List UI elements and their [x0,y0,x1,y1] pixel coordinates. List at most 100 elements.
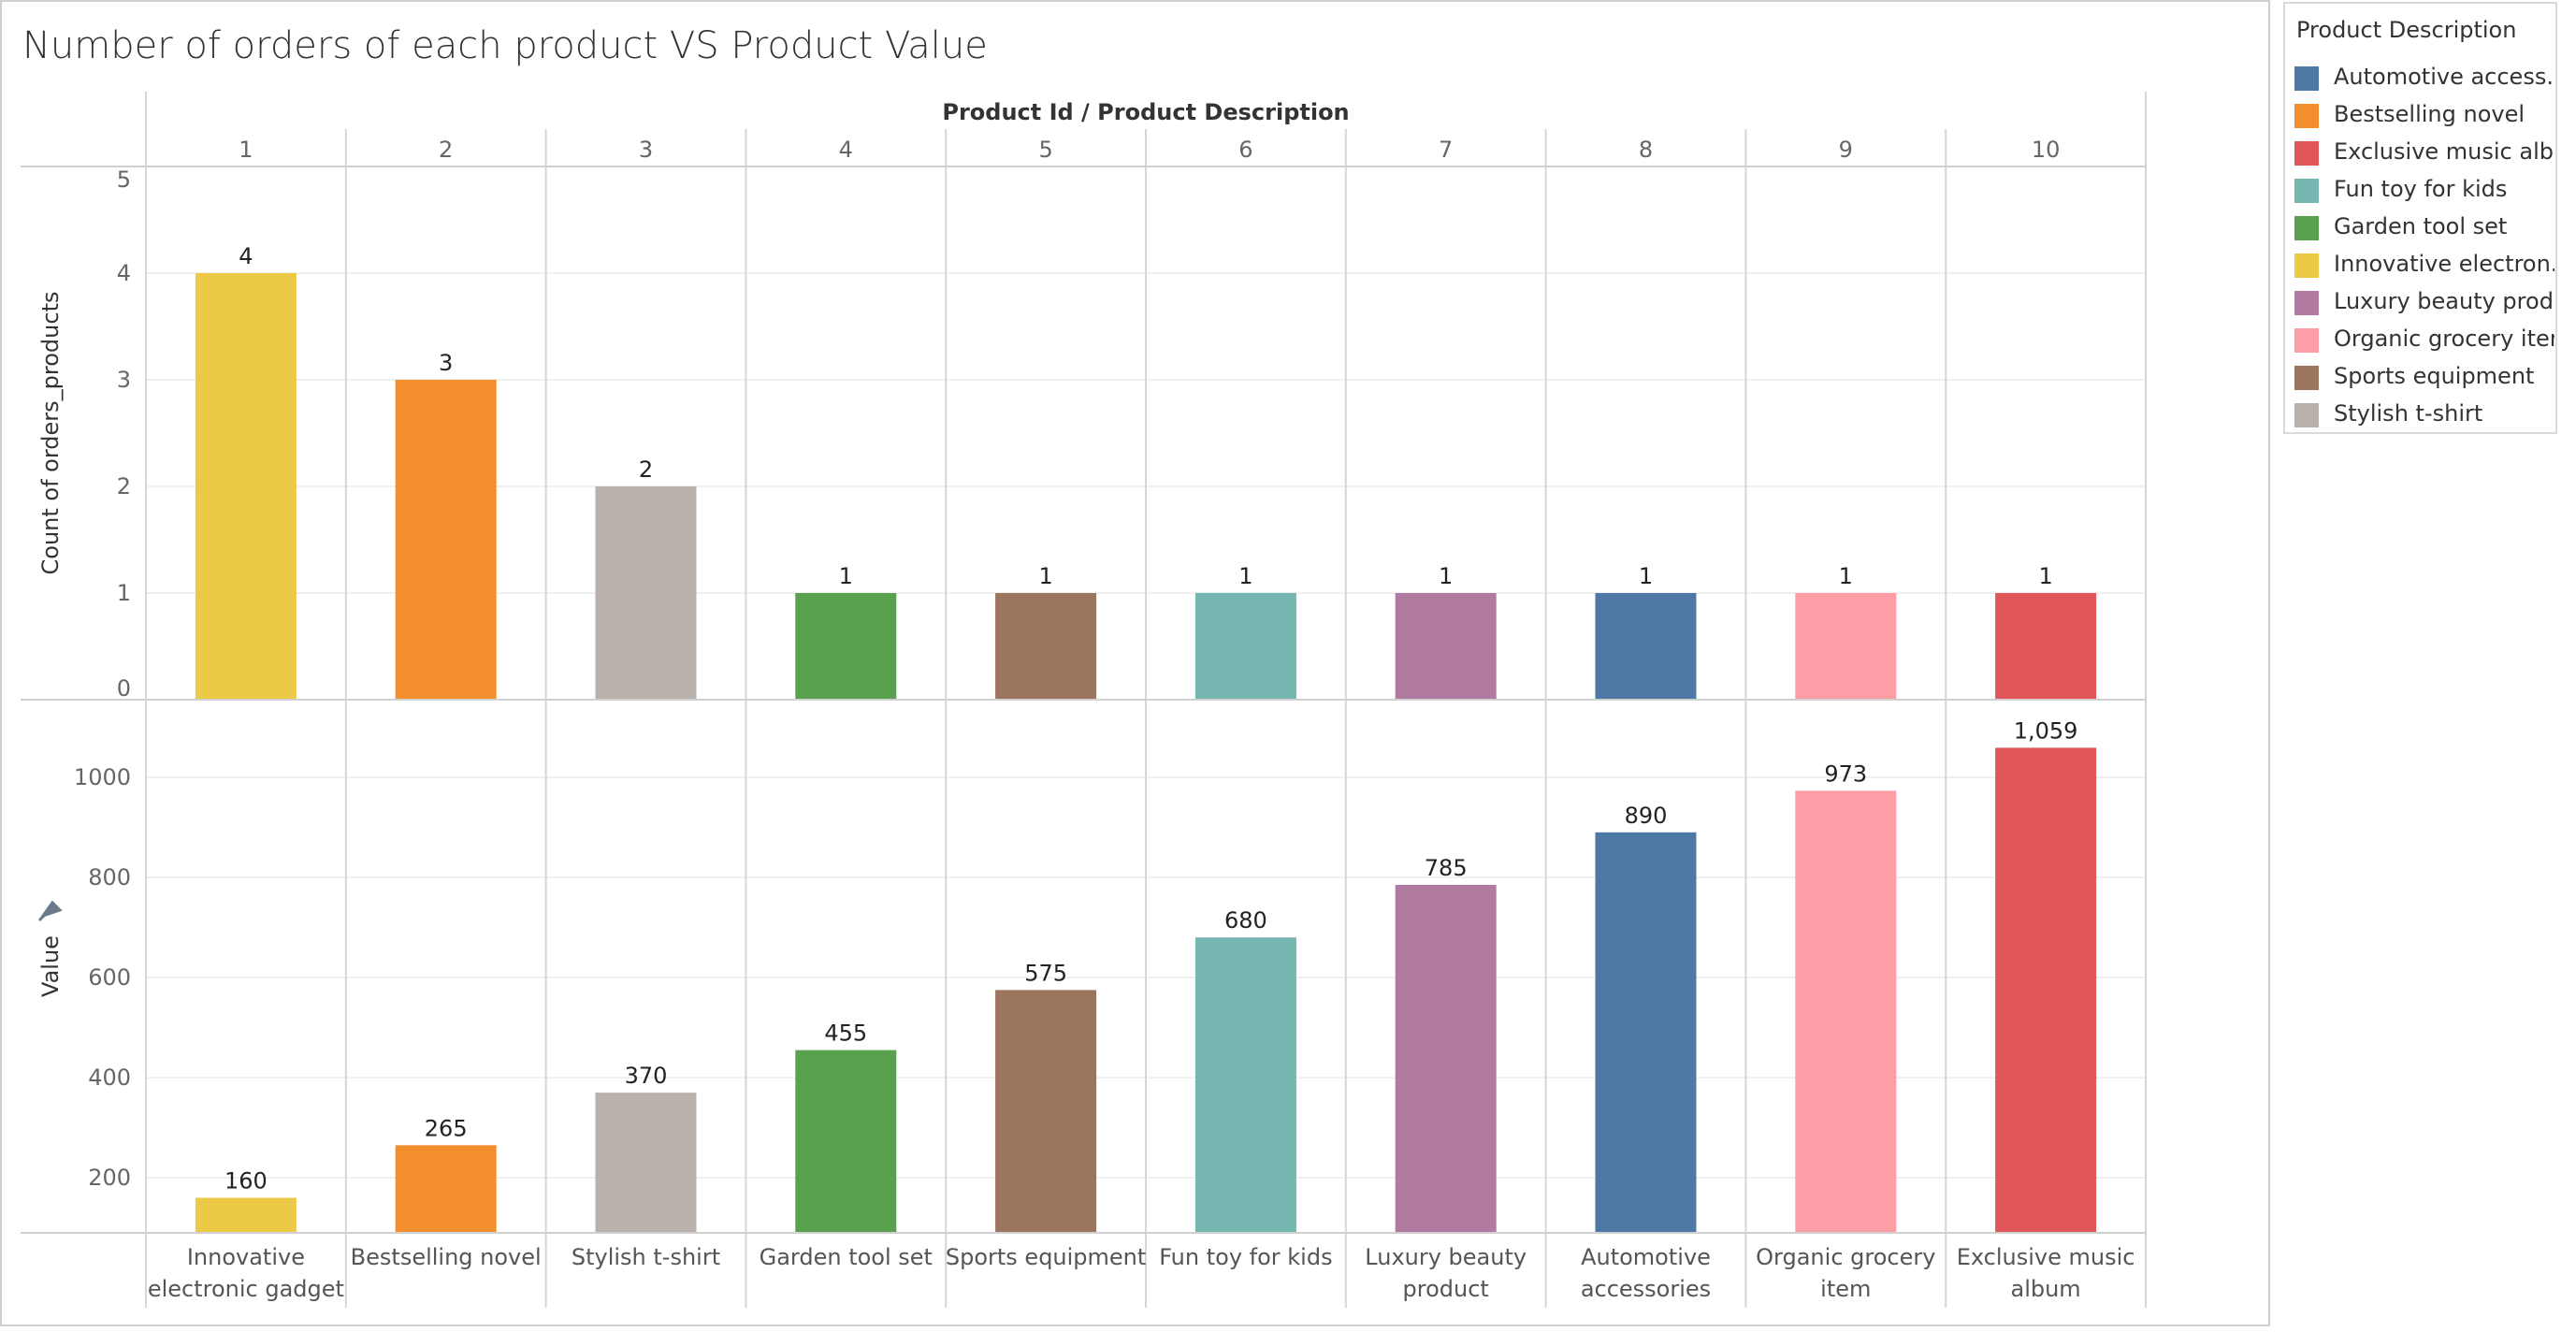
legend-item[interactable]: Exclusive music alb.. [2294,137,2556,168]
legend-label: Sports equipment [2334,363,2535,389]
bar [1395,593,1497,700]
data-label: 3 [439,350,453,376]
category-label: product [1403,1276,1489,1302]
product-id-label: 5 [1038,137,1052,163]
product-id-label: 4 [839,137,853,163]
category-label: Luxury beauty [1365,1244,1527,1270]
bar [595,1093,697,1233]
y-axis-title: Count of orders_products [37,292,64,575]
legend-label: Automotive access.. [2334,64,2554,90]
pin-icon [37,900,63,922]
legend-label: Organic grocery item [2334,326,2554,352]
legend-item[interactable]: Bestselling novel [2294,99,2556,131]
y-tick-label: 400 [88,1064,131,1091]
product-id-label: 9 [1839,137,1853,163]
bar [195,1197,297,1233]
legend-swatch [2294,66,2319,91]
legend-item[interactable]: Sports equipment [2294,361,2556,393]
data-label: 1 [2038,563,2052,589]
bar [1995,747,2097,1233]
product-id-label: 2 [439,137,453,163]
y-tick-label: 3 [117,367,131,393]
category-label: Sports equipment [946,1244,1146,1270]
legend-item[interactable]: Automotive access.. [2294,62,2556,94]
data-label: 1 [1238,563,1252,589]
legend-item[interactable]: Luxury beauty prod.. [2294,286,2556,318]
legend-title: Product Description [2296,17,2517,43]
bar [1995,593,2097,700]
category-label: album [2010,1276,2080,1302]
legend-swatch [2294,179,2319,203]
legend-label: Stylish t-shirt [2334,400,2483,427]
data-label: 1 [1639,563,1653,589]
y-tick-label: 200 [88,1165,131,1191]
bar [1194,593,1296,700]
data-label: 890 [1625,803,1668,829]
legend-swatch [2294,104,2319,128]
legend-item[interactable]: Innovative electron.. [2294,249,2556,281]
data-label: 575 [1024,960,1067,986]
bar [395,380,497,700]
legend-swatch [2294,366,2319,390]
bar [1595,593,1697,700]
chart-title: Number of orders of each product VS Prod… [22,24,988,67]
y-tick-label: 0 [117,675,131,702]
legend-swatch [2294,403,2319,427]
column-header-title: Product Id / Product Description [942,99,1349,125]
bar [995,593,1097,700]
category-label: electronic gadget [148,1276,344,1302]
product-id-label: 7 [1439,137,1453,163]
legend-label: Garden tool set [2334,213,2508,239]
y-tick-label: 5 [117,166,131,193]
y-tick-label: 2 [117,473,131,500]
data-label: 1 [1839,563,1853,589]
bar [1595,832,1697,1233]
legend-item[interactable]: Organic grocery item [2294,324,2556,355]
legend-item[interactable]: Garden tool set [2294,211,2556,243]
bar [1194,937,1296,1233]
legend-label: Innovative electron.. [2334,251,2554,277]
legend-item[interactable]: Fun toy for kids [2294,174,2556,206]
data-label: 785 [1425,855,1468,881]
data-label: 973 [1824,760,1867,787]
bar [195,273,297,700]
data-label: 680 [1224,907,1267,934]
bar [795,1050,897,1233]
bar [1395,885,1497,1233]
product-id-label: 3 [639,137,653,163]
bar [1795,593,1897,700]
product-id-label: 10 [2032,137,2061,163]
category-label: Innovative [187,1244,305,1270]
category-label: accessories [1581,1276,1711,1302]
bar [995,990,1097,1233]
chart-frame: Number of orders of each product VS Prod… [0,0,2270,1326]
data-label: 265 [425,1115,468,1141]
category-label: Bestselling novel [351,1244,542,1270]
legend: Product Description Automotive access.. … [2283,2,2557,434]
data-label: 370 [625,1063,668,1089]
data-label: 160 [224,1168,268,1194]
data-label: 1 [1439,563,1453,589]
category-label: item [1820,1276,1871,1302]
y-tick-label: 4 [117,260,131,286]
legend-item[interactable]: Stylish t-shirt [2294,398,2556,430]
category-label: Fun toy for kids [1159,1244,1332,1270]
legend-label: Exclusive music alb.. [2334,138,2554,165]
legend-swatch [2294,253,2319,278]
bar [395,1145,497,1233]
data-label: 1,059 [2014,717,2078,744]
category-label: Stylish t-shirt [572,1244,720,1270]
data-label: 2 [639,456,653,483]
category-label: Garden tool set [760,1244,933,1270]
legend-swatch [2294,141,2319,166]
product-id-label: 1 [239,137,253,163]
bar [1795,790,1897,1233]
y-tick-label: 1000 [74,764,131,790]
bar [795,593,897,700]
y-tick-label: 600 [88,964,131,991]
data-label: 4 [239,243,253,269]
y-axis-title: Value [37,935,64,997]
data-label: 1 [839,563,853,589]
data-label: 455 [824,1021,867,1047]
legend-label: Luxury beauty prod.. [2334,288,2554,314]
